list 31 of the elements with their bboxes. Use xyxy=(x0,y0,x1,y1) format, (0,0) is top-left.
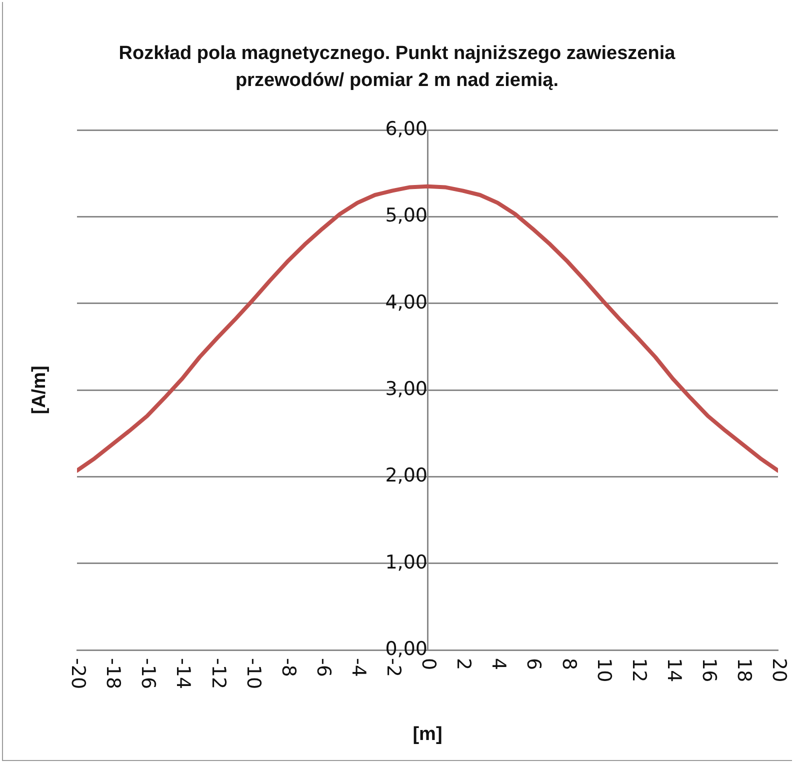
x-tick-label: 0 xyxy=(418,658,440,670)
x-axis-title: [m] xyxy=(412,724,442,746)
x-tick-label: 14 xyxy=(662,658,685,682)
x-tick-label: -14 xyxy=(172,658,194,690)
x-tick-label: -16 xyxy=(137,658,160,690)
y-tick-label: 2,00 xyxy=(385,464,428,487)
y-tick-label: 4,00 xyxy=(385,291,428,314)
x-tick-label: 2 xyxy=(452,658,475,670)
x-tick-label: 20 xyxy=(768,658,790,682)
x-tick-label: -6 xyxy=(312,658,334,677)
x-tick-label: -4 xyxy=(347,658,370,677)
x-tick-label: 8 xyxy=(558,658,580,670)
x-tick-label: -20 xyxy=(67,658,90,690)
x-tick-label: -10 xyxy=(242,658,264,690)
x-tick-label: -8 xyxy=(277,658,300,677)
x-tick-label: 12 xyxy=(628,658,650,682)
x-tick-label: 10 xyxy=(592,658,615,682)
x-tick-label: 16 xyxy=(698,658,720,682)
x-tick-label: 18 xyxy=(733,658,756,682)
chart-title: Rozkład pola magnetycznego. Punkt najniższego zawieszenia przewodów/ pomiar 2 m nad ziemią. xyxy=(118,42,676,93)
y-tick-label: 0,00 xyxy=(385,638,428,660)
x-tick-label: -2 xyxy=(382,658,405,677)
y-tick-label: 3,00 xyxy=(385,378,428,400)
x-tick-label: 4 xyxy=(488,658,510,670)
y-tick-label: 5,00 xyxy=(385,204,428,227)
y-tick-label: 1,00 xyxy=(385,551,428,574)
x-tick-label: 6 xyxy=(522,658,545,670)
x-tick-label: -12 xyxy=(207,658,230,690)
x-tick-label: -18 xyxy=(102,658,124,690)
y-tick-label: 6,00 xyxy=(385,118,428,140)
y-axis-title: [A/m] xyxy=(29,366,50,414)
